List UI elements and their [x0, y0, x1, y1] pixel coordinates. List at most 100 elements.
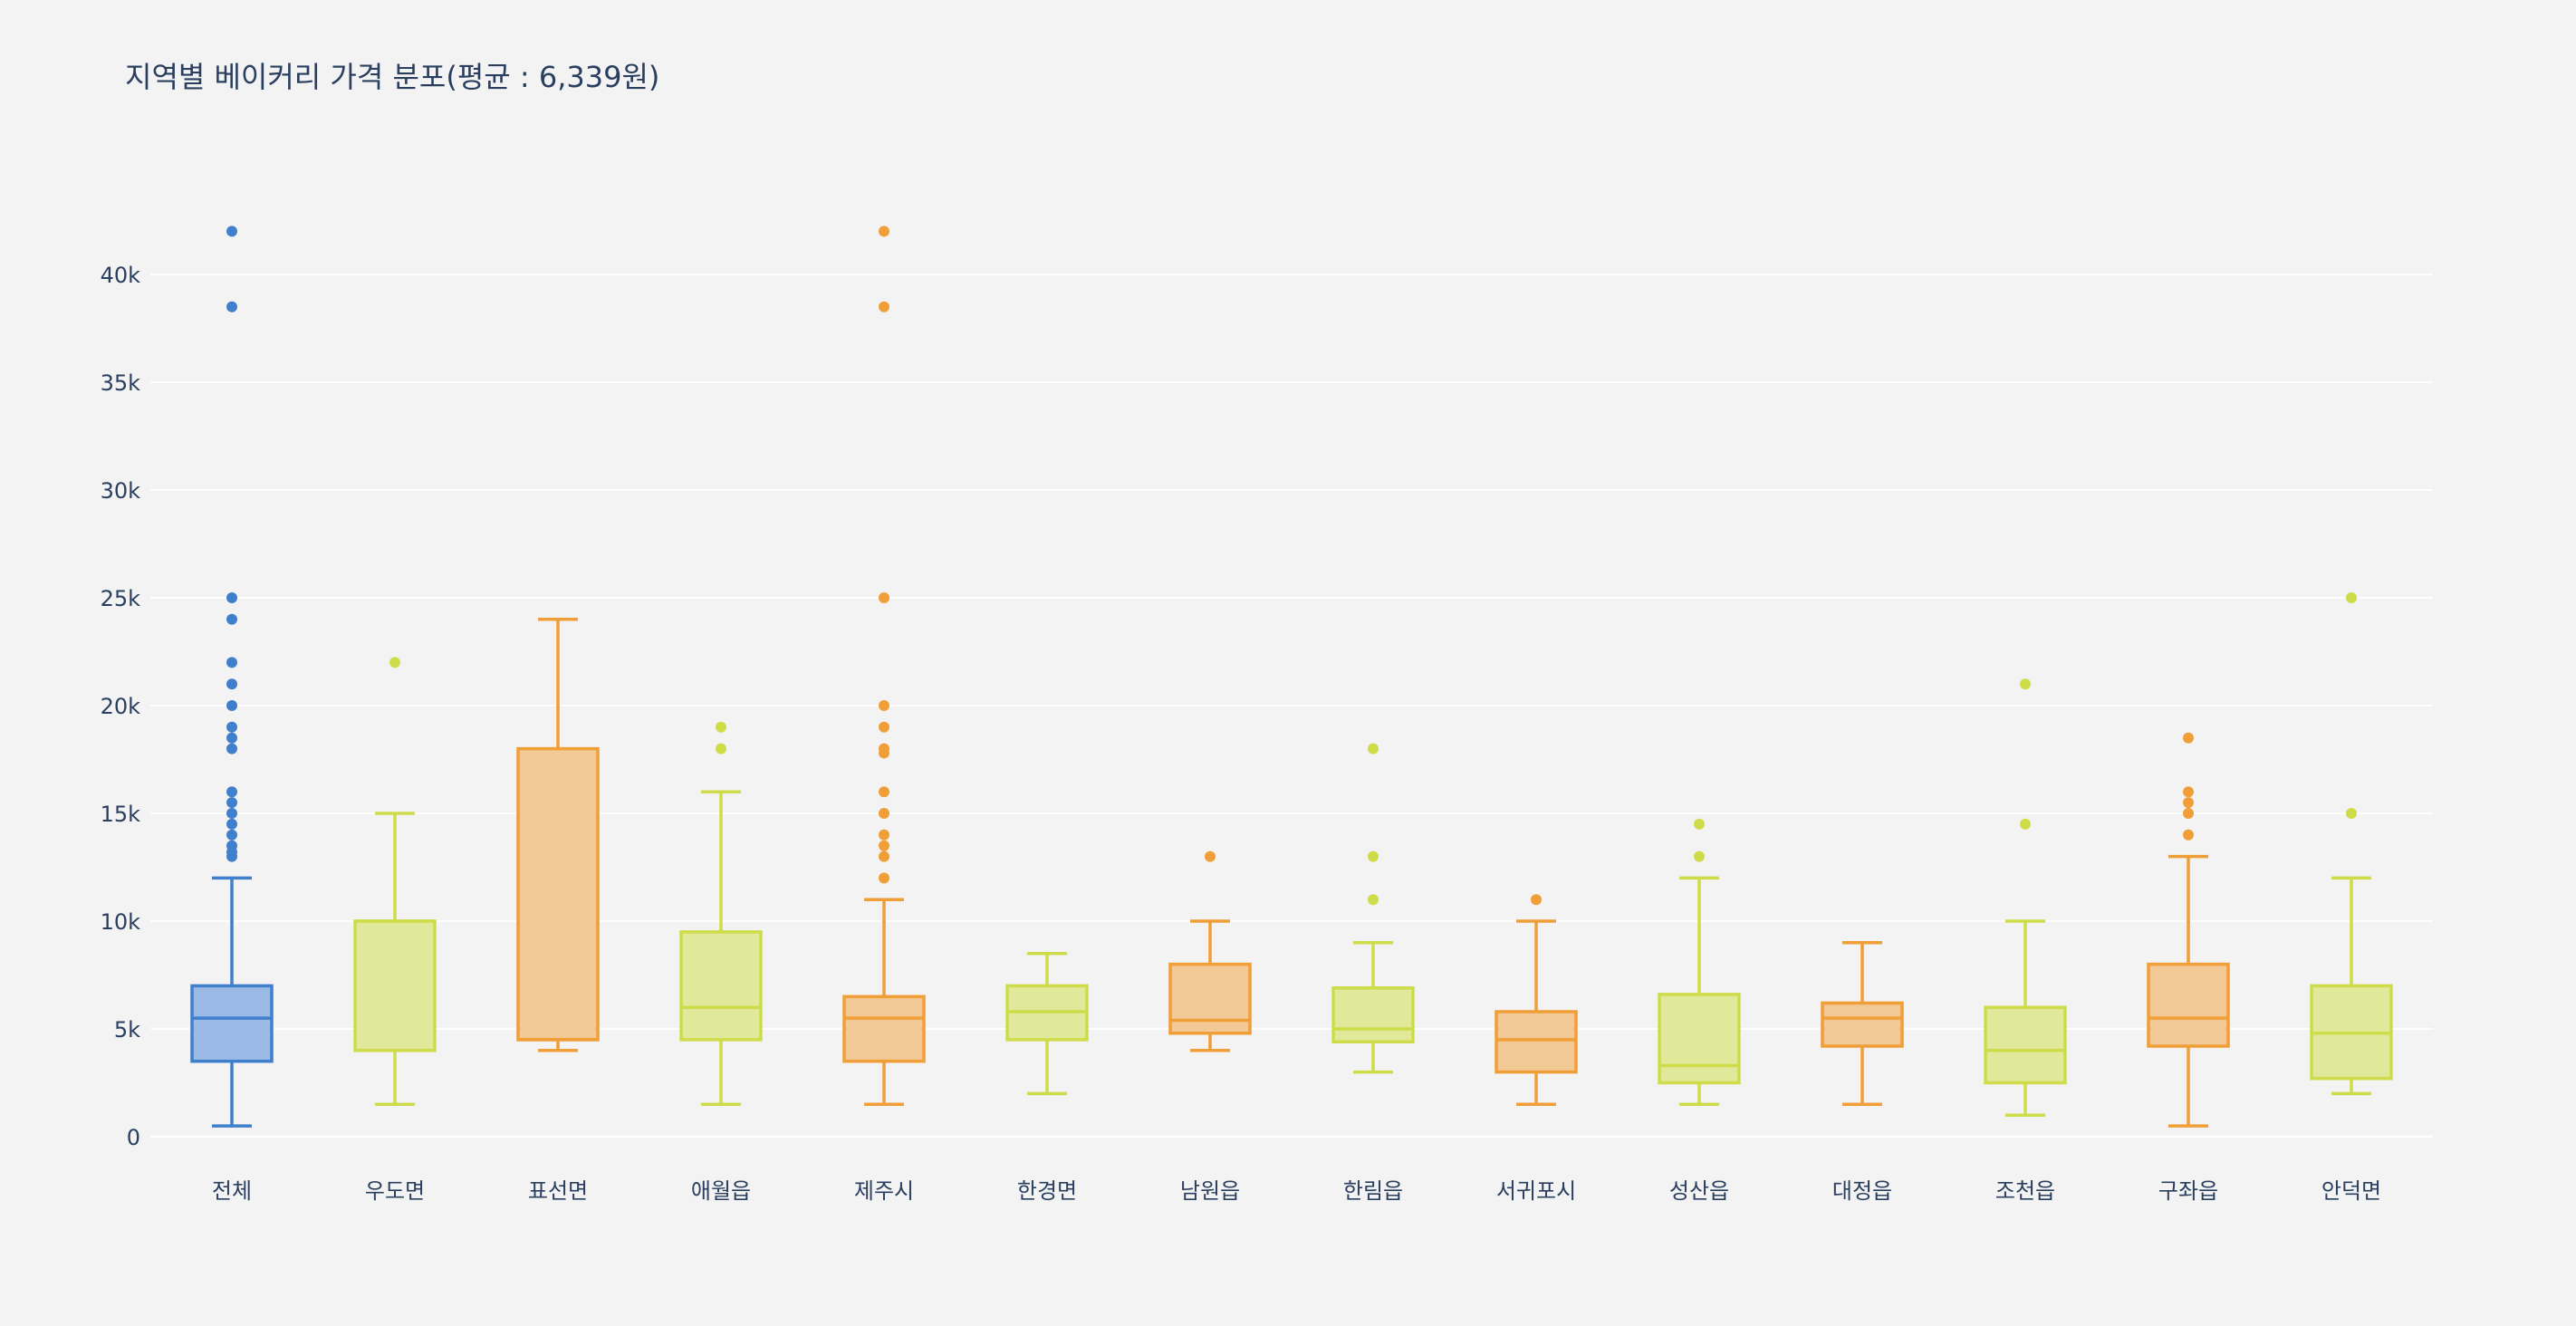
outlier-point — [2020, 818, 2031, 830]
box-iqr — [1821, 1001, 1904, 1048]
outlier-point — [226, 613, 237, 625]
outlier-point — [879, 840, 889, 851]
x-tick-label: 우도면 — [365, 1178, 425, 1204]
x-tick-label: 서귀포시 — [1496, 1178, 1576, 1204]
outlier-point — [1694, 818, 1705, 830]
outlier-point — [226, 732, 237, 744]
x-tick-label: 표선면 — [528, 1178, 588, 1204]
y-tick-label: 40k — [101, 263, 141, 288]
x-tick-label: 대정읍 — [1832, 1178, 1892, 1204]
outlier-point — [879, 301, 889, 312]
outlier-point — [879, 872, 889, 884]
box-iqr — [190, 984, 274, 1063]
outlier-point — [879, 829, 889, 841]
outlier-point — [879, 786, 889, 798]
box-group — [2310, 592, 2393, 1096]
x-tick-label: 제주시 — [854, 1178, 914, 1204]
box-iqr — [679, 930, 763, 1042]
box-group — [1658, 818, 1741, 1107]
outlier-point — [2183, 829, 2194, 841]
box-iqr — [353, 919, 437, 1052]
outlier-point — [226, 301, 237, 312]
outlier-point — [226, 786, 237, 798]
y-tick-label: 35k — [101, 370, 141, 396]
x-tick-label: 한경면 — [1017, 1178, 1077, 1204]
outlier-point — [879, 743, 889, 754]
outlier-point — [226, 700, 237, 711]
box-group — [679, 721, 763, 1107]
outlier-point — [2183, 786, 2194, 798]
chart-title: 지역별 베이커리 가격 분포(평균 : 6,339원) — [125, 60, 659, 94]
box-group — [353, 657, 437, 1107]
outlier-point — [879, 808, 889, 819]
outlier-point — [226, 743, 237, 754]
y-tick-label: 25k — [101, 586, 141, 611]
outlier-point — [226, 721, 237, 733]
outlier-point — [2183, 797, 2194, 809]
y-tick-label: 10k — [101, 909, 141, 935]
box-group — [842, 226, 926, 1107]
outlier-point — [389, 657, 400, 668]
y-tick-label: 0 — [127, 1125, 140, 1150]
box-iqr — [1168, 962, 1252, 1035]
x-tick-label: 애월읍 — [691, 1178, 751, 1204]
outlier-point — [879, 592, 889, 603]
outlier-point — [1694, 850, 1705, 862]
outlier-point — [1368, 743, 1379, 754]
outlier-point — [226, 657, 237, 668]
outlier-point — [1205, 850, 1216, 862]
outlier-point — [226, 226, 237, 237]
outlier-point — [716, 721, 726, 733]
box-iqr — [516, 746, 600, 1042]
box-iqr — [1495, 1010, 1578, 1074]
x-tick-label: 한림읍 — [1343, 1178, 1403, 1204]
x-tick-label: 전체 — [212, 1178, 252, 1204]
box-iqr — [1331, 986, 1415, 1044]
box-group — [1331, 743, 1415, 1074]
box-group — [1984, 678, 2067, 1117]
box-group — [516, 618, 600, 1052]
x-tick-label: 조천읍 — [1995, 1178, 2055, 1204]
y-tick-label: 20k — [101, 694, 141, 719]
outlier-point — [1531, 894, 1542, 906]
outlier-point — [716, 743, 726, 754]
x-tick-label: 남원읍 — [1180, 1178, 1240, 1204]
outlier-point — [879, 700, 889, 711]
box-group — [1821, 941, 1904, 1107]
x-tick-label: 안덕면 — [2321, 1178, 2381, 1204]
box-group — [2147, 732, 2230, 1128]
outlier-point — [2020, 678, 2031, 690]
outlier-point — [226, 797, 237, 809]
outlier-point — [226, 829, 237, 841]
outlier-point — [879, 721, 889, 733]
box-iqr — [2147, 962, 2230, 1048]
outlier-point — [226, 818, 237, 830]
outlier-point — [226, 592, 237, 603]
outlier-point — [2183, 808, 2194, 819]
y-tick-label: 5k — [114, 1017, 140, 1043]
box-iqr — [1984, 1005, 2067, 1085]
gridlines — [150, 274, 2433, 1139]
outlier-point — [226, 840, 237, 851]
y-axis-ticks: 0 5k 10k 15k 20k 25k 30k 35k 40k — [101, 263, 141, 1150]
boxes — [190, 226, 2393, 1128]
outlier-point — [879, 850, 889, 862]
outlier-point — [226, 678, 237, 690]
outlier-point — [879, 226, 889, 237]
box-iqr — [1658, 993, 1741, 1085]
y-tick-label: 15k — [101, 802, 141, 827]
box-group — [190, 226, 274, 1128]
outlier-point — [2346, 808, 2357, 819]
outlier-point — [1368, 894, 1379, 906]
x-axis-ticks: 전체 우도면 표선면 애월읍 제주시 한경면 남원읍 한림읍 서귀포시 성산읍 대정읍 조천읍 구좌읍 안… — [212, 1178, 2381, 1204]
box-group — [1495, 894, 1578, 1107]
x-tick-label: 구좌읍 — [2158, 1178, 2218, 1204]
y-tick-label: 30k — [101, 478, 141, 504]
box-iqr — [842, 994, 926, 1063]
box-group — [1168, 850, 1252, 1052]
outlier-point — [2346, 592, 2357, 603]
box-group — [1005, 951, 1089, 1096]
outlier-point — [2183, 732, 2194, 744]
